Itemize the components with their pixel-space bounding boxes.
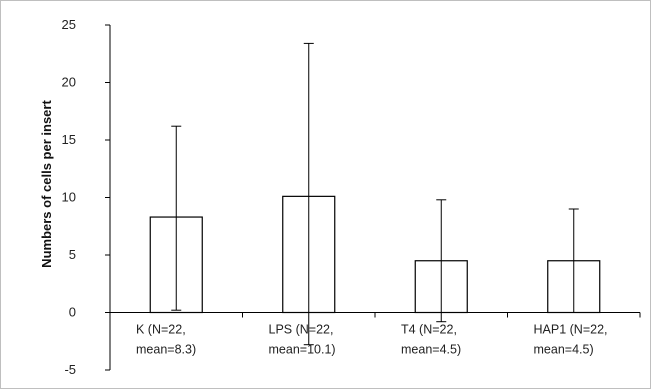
category-label-line1: T4 (N=22, (401, 323, 457, 337)
category-labels: K (N=22, mean=8.3) LPS (N=22, mean=10.1) T4 … (136, 323, 608, 357)
category-label-line1: HAP1 (N=22, (534, 323, 608, 337)
y-tick-label: 15 (62, 132, 76, 147)
y-tick-label: 10 (62, 190, 76, 205)
category-label-line2: mean=4.5) (401, 343, 461, 357)
error-bars (171, 42, 579, 346)
x-axis (109, 312, 641, 318)
category-label-line2: mean=4.5) (534, 343, 594, 357)
y-tick-label: 20 (62, 75, 76, 90)
category-label-line1: LPS (N=22, (269, 323, 334, 337)
y-tick-label: 0 (69, 305, 76, 320)
y-tick-label: 25 (62, 17, 76, 32)
category-label-line2: mean=10.1) (269, 343, 336, 357)
y-tick-label: 5 (69, 247, 76, 262)
category-label-line2: mean=8.3) (136, 343, 196, 357)
y-axis-title: Numbers of cells per insert (39, 100, 54, 268)
category-label-line1: K (N=22, (136, 323, 186, 337)
y-tick-label: -5 (64, 362, 76, 377)
